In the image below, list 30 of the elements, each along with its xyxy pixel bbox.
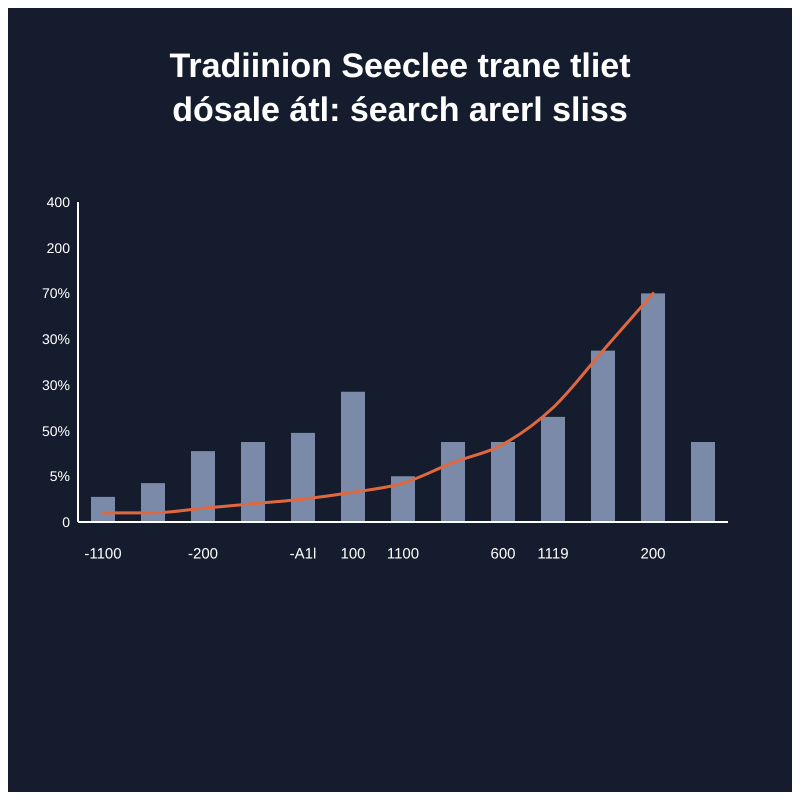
bar [441,442,465,522]
x-tick-label: -1100 [84,546,122,563]
bar [341,392,365,522]
x-tick-label: -A1l [290,546,316,563]
bar [541,416,565,522]
text: 30% [40,331,70,348]
x-tick-label: 1119 [537,546,569,563]
text: 400 [46,194,70,210]
text: 0 [61,514,70,530]
x-tick-label: 200 [640,546,666,563]
x-tick-label: 100 [340,546,366,563]
x-tick-label: 1100 [386,546,420,563]
bar [391,476,415,522]
chart-title: Tradiinion Seeclee trane tliet [168,46,632,87]
text: 5% [48,468,70,484]
chart-subtitle: dósale átl: śearch arerl sliss [171,90,629,131]
x-tick-label: 600 [490,546,516,563]
text: 30% [40,376,70,393]
bar [641,293,665,522]
bar [291,432,315,522]
x-tick-label: -200 [188,546,218,563]
bar [491,442,515,522]
bar [691,442,715,522]
bar [241,442,265,522]
bar [191,451,215,522]
text: 50% [40,422,70,439]
text: 200 [46,240,70,256]
bar [141,483,165,522]
text: 70% [40,285,70,302]
bar [591,350,615,522]
